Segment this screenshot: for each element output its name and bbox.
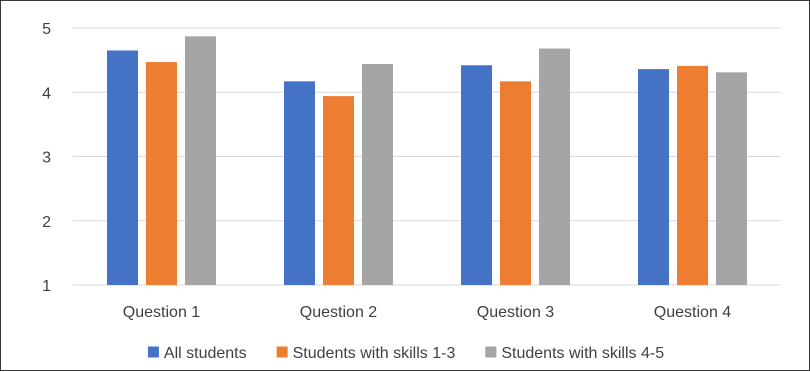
bar-1-series-1 — [107, 50, 138, 285]
x-axis-categories: Question 1 Question 2 Question 3 Question 4 — [123, 304, 731, 321]
bar-1-series-3 — [185, 36, 216, 285]
bar-3-series-3 — [539, 48, 570, 286]
x-category-label: Question 3 — [477, 304, 554, 321]
legend-swatch-1 — [147, 346, 159, 358]
bar-3-series-2 — [500, 81, 531, 285]
legend-label: Students with skills 1-3 — [293, 345, 456, 362]
legend: All students Students with skills 1-3 Stud… — [147, 345, 664, 362]
y-tick-label: 1 — [42, 278, 51, 295]
gridlines — [73, 27, 781, 286]
legend-swatch-3 — [485, 346, 497, 358]
bar-4-series-2 — [677, 65, 708, 285]
x-category-label: Question 1 — [123, 304, 200, 321]
x-category-label: Question 4 — [654, 304, 731, 321]
bars — [107, 36, 747, 286]
bar-1-series-2 — [146, 62, 177, 285]
legend-label: Students with skills 4-5 — [501, 345, 664, 362]
bar-2-series-3 — [362, 63, 393, 286]
y-tick-label: 2 — [42, 214, 51, 231]
bar-2-series-1 — [284, 81, 315, 285]
y-tick-label: 4 — [42, 85, 51, 102]
y-axis-ticks: 1 2 3 4 5 — [42, 21, 51, 295]
bar-4-series-3 — [716, 72, 747, 286]
bar-2-series-2 — [323, 96, 354, 285]
x-category-label: Question 2 — [300, 304, 377, 321]
bar-4-series-1 — [638, 69, 669, 286]
legend-label: All students — [164, 345, 247, 362]
bar-3-series-1 — [461, 65, 492, 285]
y-tick-label: 3 — [42, 150, 51, 167]
legend-swatch-2 — [276, 346, 288, 358]
y-tick-label: 5 — [42, 21, 51, 38]
